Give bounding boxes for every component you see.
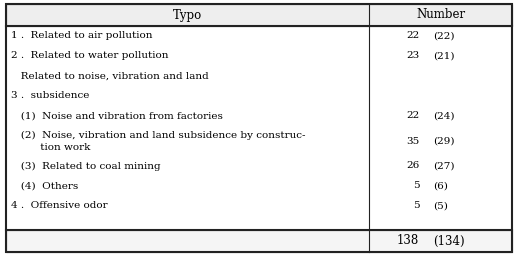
Text: (3)  Related to coal mining: (3) Related to coal mining	[11, 162, 161, 170]
Text: Number: Number	[416, 8, 465, 22]
Text: 1 .  Related to air pollution: 1 . Related to air pollution	[11, 31, 152, 40]
Text: 22: 22	[406, 112, 419, 121]
Text: (1)  Noise and vibration from factories: (1) Noise and vibration from factories	[11, 112, 223, 121]
Text: tion work: tion work	[11, 143, 90, 152]
Text: 23: 23	[406, 51, 419, 60]
Text: 5: 5	[413, 182, 419, 190]
Text: (5): (5)	[434, 201, 449, 210]
Bar	[6, 230, 512, 252]
Text: (21): (21)	[434, 51, 455, 60]
Text: Related to noise, vibration and land: Related to noise, vibration and land	[11, 71, 209, 80]
Text: (134): (134)	[434, 234, 465, 248]
Text: (29): (29)	[434, 136, 455, 145]
Text: (27): (27)	[434, 162, 455, 170]
Text: 138: 138	[397, 234, 419, 248]
Text: 26: 26	[406, 162, 419, 170]
Text: (24): (24)	[434, 112, 455, 121]
Text: (22): (22)	[434, 31, 455, 40]
Text: (2)  Noise, vibration and land subsidence by construc-: (2) Noise, vibration and land subsidence…	[11, 131, 306, 140]
Text: 4 .  Offensive odor: 4 . Offensive odor	[11, 201, 108, 210]
Text: 22: 22	[406, 31, 419, 40]
Text: 35: 35	[406, 136, 419, 145]
Bar	[6, 4, 512, 26]
Text: 2 .  Related to water pollution: 2 . Related to water pollution	[11, 51, 168, 60]
Text: 3 .  subsidence: 3 . subsidence	[11, 91, 90, 101]
Text: (6): (6)	[434, 182, 449, 190]
Text: Typo: Typo	[173, 8, 202, 22]
Text: 5: 5	[413, 201, 419, 210]
Text: (4)  Others: (4) Others	[11, 182, 78, 190]
